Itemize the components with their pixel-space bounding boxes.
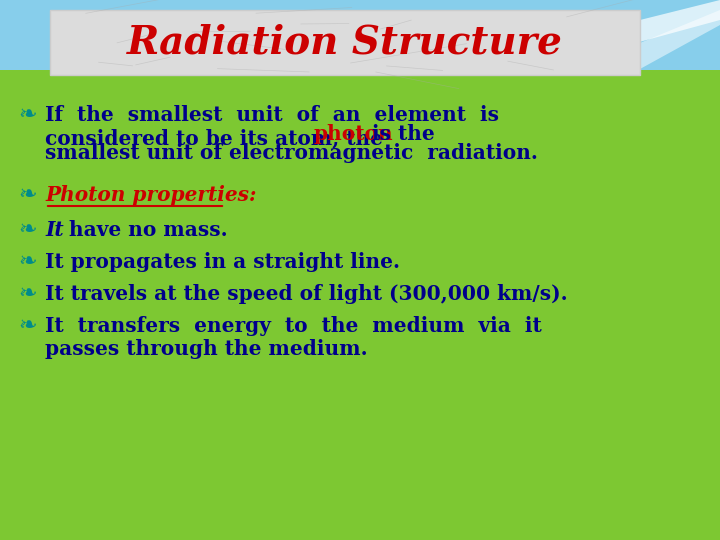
Text: It travels at the speed of light (300,000 km/s).: It travels at the speed of light (300,00… (45, 284, 567, 304)
FancyBboxPatch shape (0, 0, 720, 80)
FancyBboxPatch shape (50, 10, 640, 75)
Text: It  transfers  energy  to  the  medium  via  it
passes through the medium.: It transfers energy to the medium via it… (45, 316, 541, 359)
Text: ❧: ❧ (18, 220, 37, 240)
Polygon shape (550, 10, 720, 80)
Text: It: It (45, 220, 63, 240)
Text: It propagates in a straight line.: It propagates in a straight line. (45, 252, 400, 272)
Text: photon: photon (313, 124, 392, 144)
Text: Photon properties:: Photon properties: (45, 185, 256, 205)
FancyBboxPatch shape (0, 70, 720, 85)
Text: ❧: ❧ (18, 316, 37, 336)
Text: is the: is the (365, 124, 435, 144)
Text: Radiation Structure: Radiation Structure (127, 24, 563, 62)
Text: If  the  smallest  unit  of  an  element  is
considered to be its atom, the: If the smallest unit of an element is co… (45, 105, 499, 148)
Text: ❧: ❧ (18, 284, 37, 304)
Text: ❧: ❧ (18, 185, 37, 205)
Text: smallest unit of electromagnetic  radiation.: smallest unit of electromagnetic radiati… (45, 143, 538, 163)
Text: have no mass.: have no mass. (62, 220, 228, 240)
Polygon shape (400, 0, 720, 80)
Text: ❧: ❧ (18, 105, 37, 125)
Text: ❧: ❧ (18, 252, 37, 272)
